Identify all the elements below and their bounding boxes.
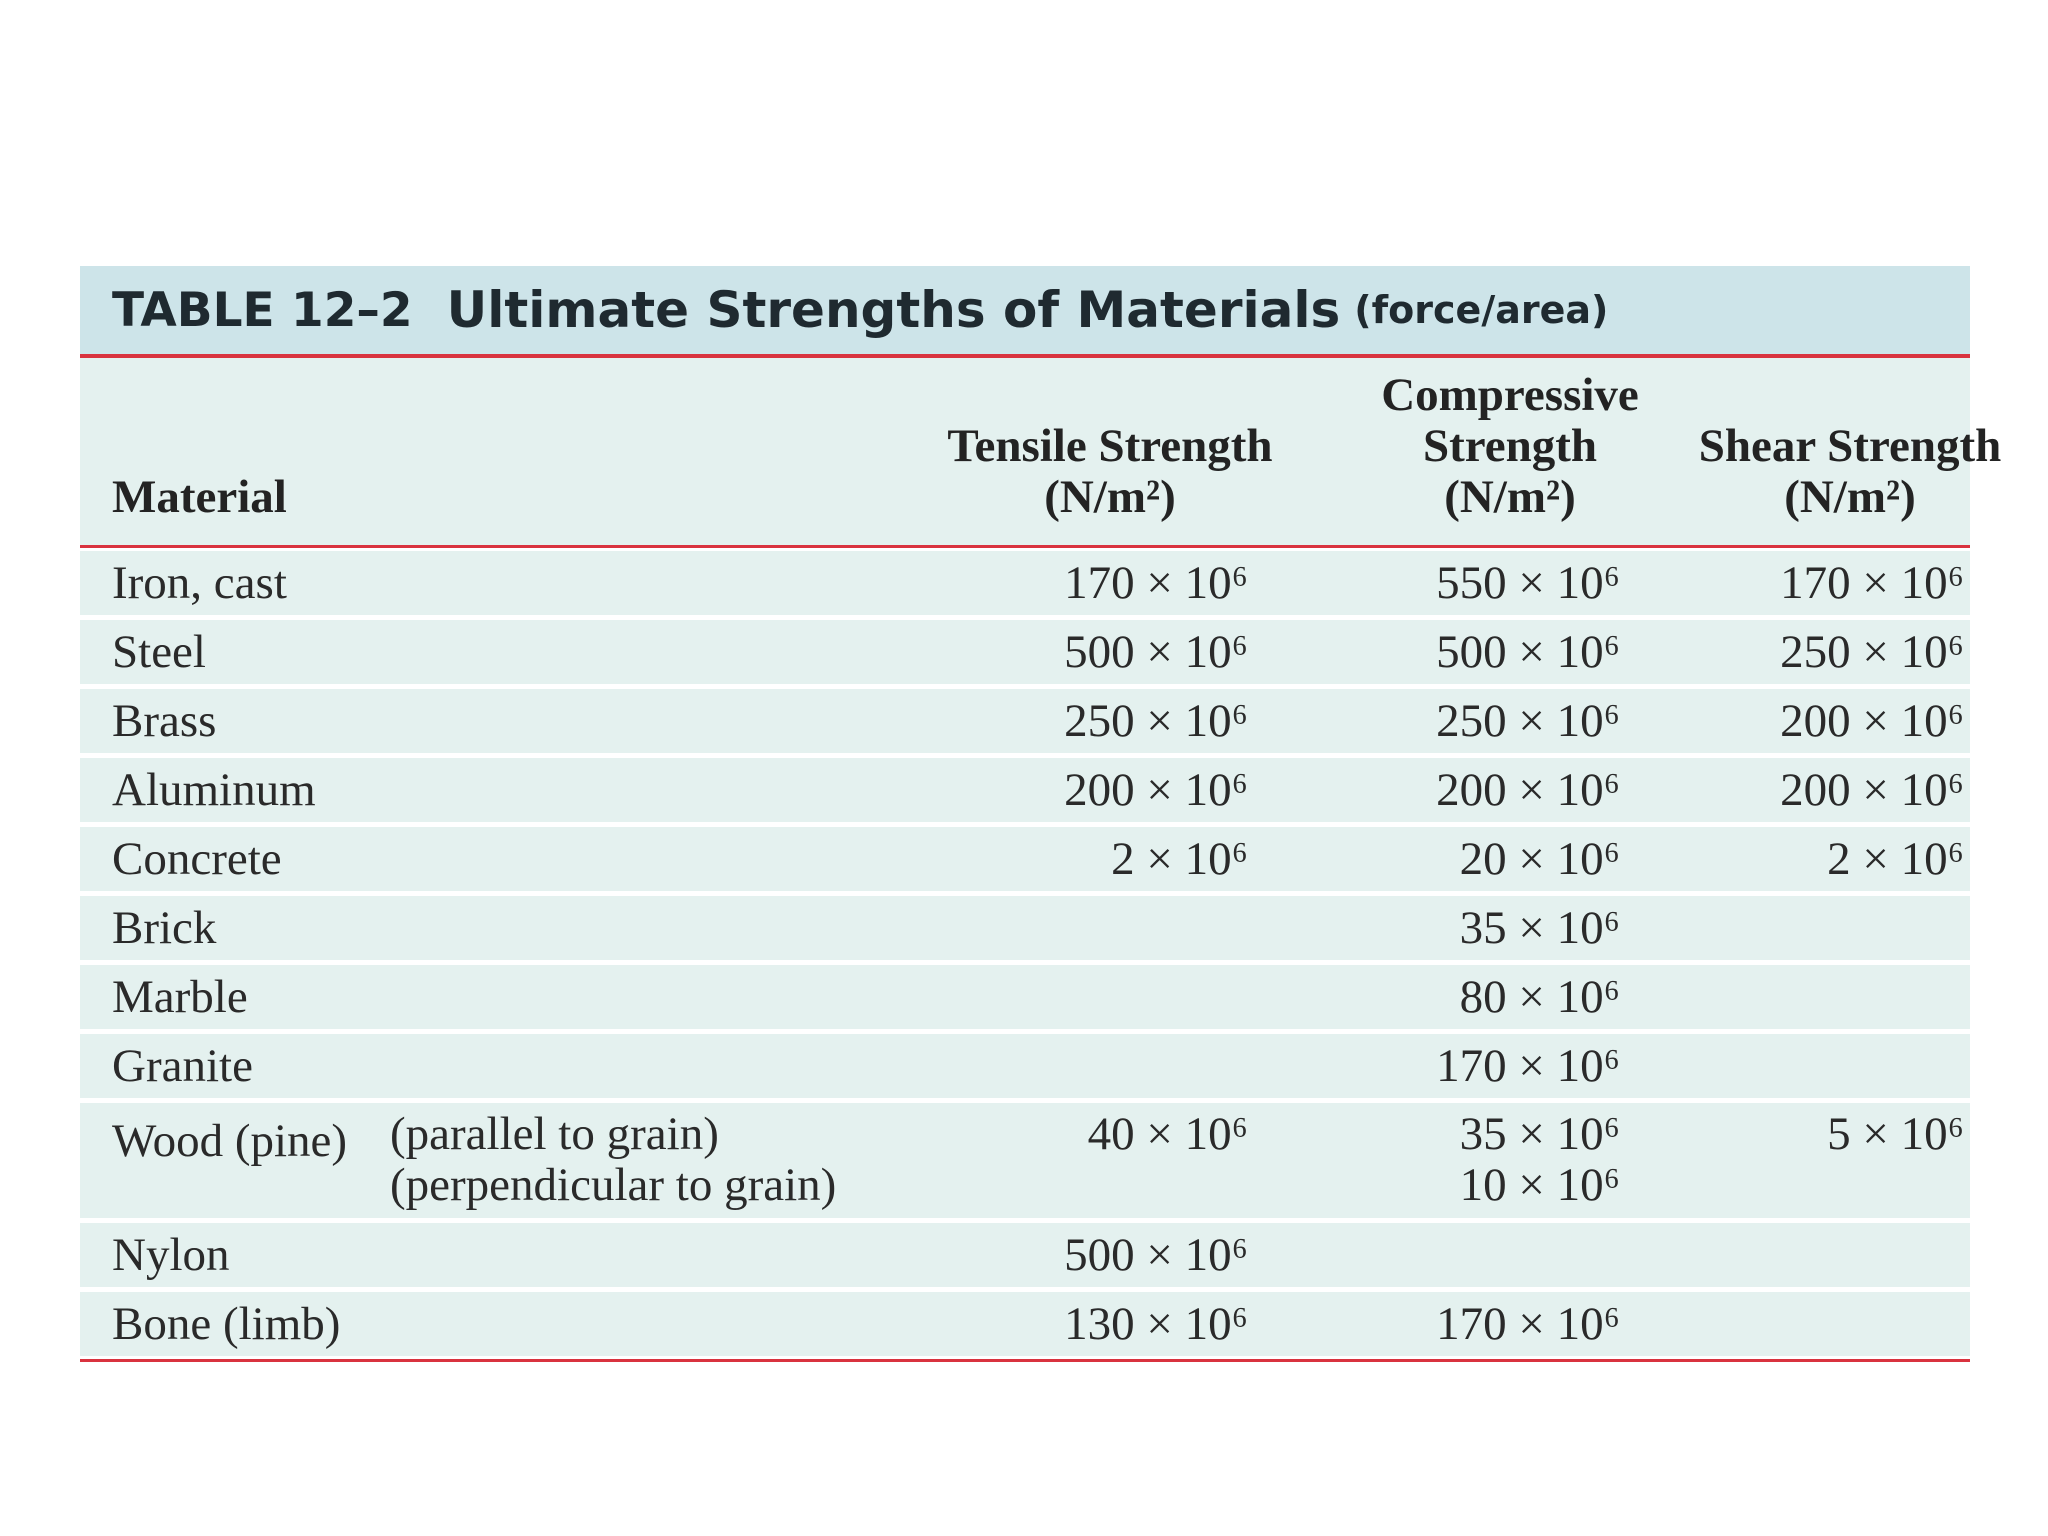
header-shear: Shear Strength (N/m²) [1640,421,2048,523]
header-tensile: Tensile Strength (N/m²) [890,421,1330,523]
table-title-bar: TABLE 12–2 Ultimate Strengths of Materia… [80,266,1970,358]
table-row: Brass 250 × 10⁶ 250 × 10⁶ 200 × 10⁶ [80,689,1970,753]
header-compressive-line2: Strength [1422,420,1598,472]
cell-compressive: 170 × 10⁶ [1436,1298,1620,1350]
header-tensile-unit: (N/m²) [1044,471,1176,523]
cell-tensile: 500 × 10⁶ [1064,626,1248,678]
cell-compressive: 500 × 10⁶ [1436,626,1620,678]
cell-material: Concrete [112,833,282,885]
cell-tensile: 250 × 10⁶ [1064,695,1248,747]
cell-compressive: 250 × 10⁶ [1436,695,1620,747]
table-subtitle: (force/area) [1354,288,1609,332]
cell-material: Iron, cast [112,557,287,609]
cell-compressive-perpendicular: 10 × 10⁶ [1459,1159,1620,1211]
cell-shear: 5 × 10⁶ [1827,1109,1964,1160]
cell-material: Nylon [112,1229,230,1281]
cell-compressive-parallel: 35 × 10⁶ [1459,1108,1620,1160]
table-row: Brick 35 × 10⁶ [80,896,1970,960]
header-material: Material [112,471,287,523]
cell-material: Marble [112,971,248,1023]
cell-tensile: 2 × 10⁶ [1111,833,1248,885]
header-compressive-unit: (N/m²) [1444,471,1576,523]
cell-shear: 2 × 10⁶ [1827,833,1964,885]
cell-material: Granite [112,1040,253,1092]
table-row: Marble 80 × 10⁶ [80,965,1970,1029]
cell-compressive: 35 × 10⁶ 10 × 10⁶ [1460,1109,1620,1211]
cell-tensile: 40 × 10⁶ [1088,1109,1248,1160]
cell-material: Aluminum [112,764,316,816]
strength-table: TABLE 12–2 Ultimate Strengths of Materia… [80,266,2001,1362]
cell-compressive: 20 × 10⁶ [1459,833,1620,885]
table-row: Wood (pine) (parallel to grain) (perpend… [80,1103,1970,1218]
cell-tensile: 130 × 10⁶ [1064,1298,1248,1350]
cell-shear: 170 × 10⁶ [1780,557,1964,609]
cell-material: Brass [112,695,217,747]
table-title: Ultimate Strengths of Materials [446,281,1341,339]
table-bottom-rule [80,1359,1970,1362]
header-tensile-line: Tensile Strength [947,420,1273,472]
cell-compressive: 550 × 10⁶ [1436,557,1620,609]
cell-shear: 200 × 10⁶ [1780,695,1964,747]
cell-shear: 250 × 10⁶ [1780,626,1964,678]
table-header-row: Material Tensile Strength (N/m²) Compres… [80,358,2001,548]
cell-tensile: 170 × 10⁶ [1064,557,1248,609]
cell-shear: 200 × 10⁶ [1780,764,1964,816]
cell-tensile: 500 × 10⁶ [1064,1229,1248,1281]
cell-tensile: 200 × 10⁶ [1064,764,1248,816]
cell-compressive: 200 × 10⁶ [1436,764,1620,816]
cell-shear-value: 5 × 10⁶ [1827,1108,1964,1160]
table-row: Steel 500 × 10⁶ 500 × 10⁶ 250 × 10⁶ [80,620,1970,684]
table-number: TABLE 12–2 [112,282,413,338]
cell-material: Steel [112,626,206,678]
table-row: Bone (limb) 130 × 10⁶ 170 × 10⁶ [80,1292,1970,1356]
note-parallel: (parallel to grain) [390,1108,719,1160]
header-compressive-line1: Compressive [1381,369,1639,421]
cell-material: Bone (limb) [112,1298,341,1350]
table-row: Nylon 500 × 10⁶ [80,1223,1970,1287]
note-perpendicular: (perpendicular to grain) [390,1159,837,1211]
cell-tensile-value: 40 × 10⁶ [1087,1108,1248,1160]
cell-material-notes: (parallel to grain) (perpendicular to gr… [390,1109,836,1211]
cell-material: Brick [112,902,217,954]
cell-compressive: 80 × 10⁶ [1459,971,1620,1023]
cell-material: Wood (pine) [112,1115,348,1167]
header-compressive: Compressive Strength (N/m²) [1290,370,1730,523]
header-shear-line: Shear Strength [1698,420,2002,472]
cell-compressive: 35 × 10⁶ [1459,902,1620,954]
header-shear-unit: (N/m²) [1784,471,1916,523]
cell-compressive: 170 × 10⁶ [1436,1040,1620,1092]
table-row: Iron, cast 170 × 10⁶ 550 × 10⁶ 170 × 10⁶ [80,551,1970,615]
table-row: Concrete 2 × 10⁶ 20 × 10⁶ 2 × 10⁶ [80,827,1970,891]
table-row: Aluminum 200 × 10⁶ 200 × 10⁶ 200 × 10⁶ [80,758,1970,822]
table-row: Granite 170 × 10⁶ [80,1034,1970,1098]
